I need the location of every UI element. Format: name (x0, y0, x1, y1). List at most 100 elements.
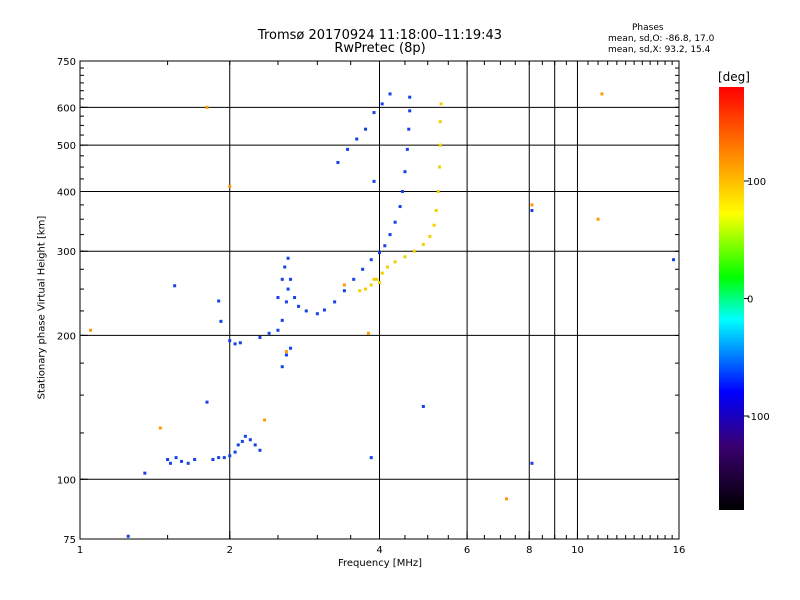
data-point-o (408, 95, 412, 99)
data-point-x (439, 102, 443, 106)
data-point-x (364, 287, 368, 291)
data-point-o (267, 331, 271, 335)
colorbar-ticks: 100 0 -100 (744, 177, 770, 423)
data-point-x (438, 120, 442, 124)
data-point-o (284, 300, 288, 304)
data-point-x (393, 260, 397, 264)
y-tick-label: 300 (57, 247, 76, 258)
data-point-o (168, 461, 172, 465)
x-tick-label: 16 (673, 545, 686, 556)
data-point-o (236, 443, 240, 447)
data-point-o (173, 284, 177, 288)
data-point-other (263, 418, 267, 422)
data-point-x (438, 143, 442, 147)
x-tick-label: 4 (376, 545, 382, 556)
data-point-x (436, 189, 440, 193)
data-point-x (372, 277, 376, 281)
colorbar-label: [deg] (718, 70, 750, 84)
data-point-o (174, 456, 178, 460)
data-point-o (280, 365, 284, 369)
data-point-o (408, 109, 412, 113)
data-point-x (432, 223, 436, 227)
data-point-o (143, 471, 147, 475)
data-point-o (238, 341, 242, 345)
data-point-x (378, 281, 381, 285)
colorbar-tick-label: 100 (747, 177, 766, 188)
data-point-other (158, 426, 162, 430)
colorbar-tick-label: 0 (747, 295, 753, 306)
y-tick-label: 75 (63, 535, 76, 546)
data-point-x (375, 277, 379, 281)
data-point-o (289, 277, 293, 281)
data-point-o (393, 220, 397, 224)
data-point-o (378, 251, 381, 255)
data-point-o (304, 309, 308, 313)
data-point-o (293, 296, 297, 300)
data-point-x (421, 242, 425, 246)
data-point-o (193, 457, 197, 461)
data-point-o (233, 342, 237, 346)
stats-x-mode: mean, sd,X: 93.2, 15.4 (608, 45, 711, 55)
data-point-o (126, 534, 130, 538)
y-axis-ticks: 75 100 200 300 400 500 600 750 (57, 57, 679, 546)
x-axis-ticks: 1 2 4 6 8 10 16 (77, 61, 686, 556)
data-point-o (403, 170, 407, 174)
data-point-o (217, 456, 221, 460)
data-point-o (530, 209, 534, 213)
data-point-o (280, 277, 284, 281)
data-point-o (346, 147, 350, 151)
data-point-o (180, 459, 184, 463)
data-point-o (388, 92, 392, 96)
y-tick-label: 100 (57, 475, 76, 486)
data-point-o (372, 111, 376, 115)
data-point-x (358, 289, 362, 293)
chart-title: Tromsø 20170924 11:18:00–11:19:43 (257, 28, 503, 43)
data-point-o (228, 339, 232, 343)
data-point-o (258, 448, 262, 452)
data-point-o (258, 335, 262, 339)
y-tick-label: 750 (57, 57, 76, 68)
data-point-o (407, 127, 411, 131)
data-point-o (364, 127, 368, 131)
data-point-x (412, 249, 416, 253)
data-point-o (401, 189, 405, 193)
data-point-other (342, 283, 346, 287)
x-tick-label: 8 (526, 545, 532, 556)
data-point-o (233, 450, 237, 454)
data-point-x (434, 209, 438, 213)
y-axis-label: Stationary phase Virtual Height [km] (36, 215, 48, 400)
data-point-o (289, 346, 293, 350)
data-point-o (333, 300, 337, 304)
data-point-o (380, 102, 384, 106)
x-tick-label: 2 (227, 545, 233, 556)
data-point-o (361, 267, 365, 271)
data-point-other (600, 92, 604, 96)
data-point-o (286, 256, 290, 260)
data-point-x (437, 165, 441, 169)
data-point-other (284, 350, 288, 354)
data-point-o (286, 287, 290, 291)
data-point-o (383, 244, 387, 248)
data-point-o (217, 299, 221, 303)
data-point-o (530, 461, 534, 465)
y-tick-label: 200 (57, 331, 76, 342)
data-point-o (243, 434, 247, 438)
y-tick-label: 500 (57, 141, 76, 152)
data-point-o (315, 312, 319, 316)
data-point-other (205, 105, 209, 109)
data-point-o (355, 137, 359, 141)
y-tick-label: 600 (57, 103, 76, 114)
colorbar-tick-label: -100 (747, 412, 770, 423)
data-point-other (228, 184, 232, 188)
data-point-other (366, 331, 370, 335)
data-point-o (276, 296, 280, 300)
data-point-o (253, 443, 257, 447)
data-point-o (369, 456, 373, 460)
data-point-o (219, 319, 223, 323)
stats-o-mode: mean, sd,O: -86.8, 17.0 (608, 34, 715, 44)
data-point-x (428, 235, 432, 239)
data-point-other (89, 328, 93, 332)
data-point-o (388, 233, 392, 237)
data-point-other (530, 203, 534, 207)
